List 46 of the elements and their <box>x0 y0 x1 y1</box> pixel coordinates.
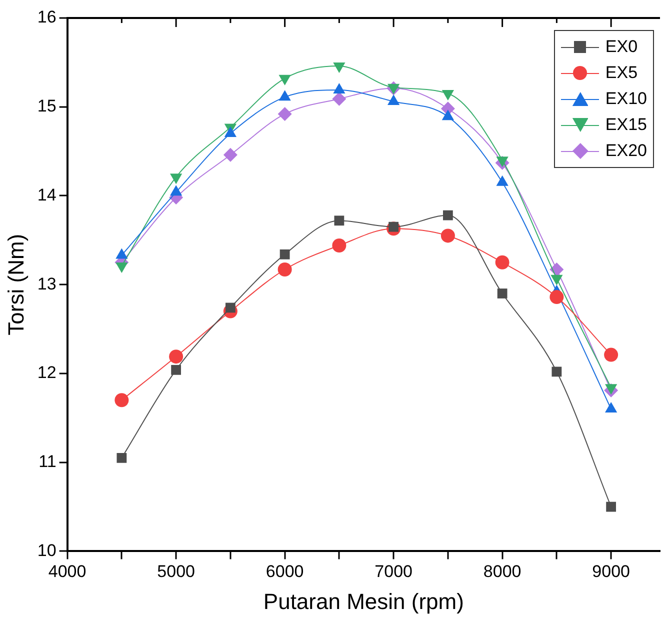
point <box>442 210 453 220</box>
x-tick-label: 7000 <box>374 562 412 582</box>
point <box>332 92 346 106</box>
y-tick-label: 15 <box>37 96 56 116</box>
legend-label: EX5 <box>605 62 638 84</box>
legend-label: EX0 <box>605 36 638 58</box>
y-tick-label: 10 <box>37 540 56 560</box>
point <box>605 402 618 413</box>
point <box>334 216 344 226</box>
point <box>606 502 616 512</box>
point <box>278 74 291 86</box>
legend-label: EX20 <box>605 140 647 162</box>
x-axis-title: Putaran Mesin (rpm) <box>263 588 464 614</box>
point <box>442 90 454 101</box>
point <box>116 262 128 273</box>
legend-label: EX10 <box>605 88 647 110</box>
point <box>388 84 400 94</box>
point <box>114 393 129 408</box>
point <box>333 62 346 73</box>
point <box>278 262 292 276</box>
x-tick-label: 8000 <box>483 562 522 582</box>
x-tick-label: 5000 <box>157 562 195 582</box>
x-tick-label: 9000 <box>592 562 630 582</box>
point <box>497 288 508 298</box>
point <box>495 255 510 270</box>
point <box>496 156 508 168</box>
point <box>332 238 346 252</box>
point <box>116 452 127 463</box>
point <box>223 148 238 162</box>
point <box>278 106 292 121</box>
y-tick-label: 14 <box>37 185 56 204</box>
x-tick-label: 4000 <box>48 562 86 582</box>
point <box>550 290 564 304</box>
point <box>440 228 455 243</box>
y-tick-label: 12 <box>37 363 56 382</box>
y-tick-label: 11 <box>38 452 56 472</box>
y-axis-title: Torsi (Nm) <box>3 234 28 336</box>
point <box>171 364 182 375</box>
point <box>280 249 290 260</box>
x-tick-label: 6000 <box>266 562 304 582</box>
legend-label: EX15 <box>605 114 647 136</box>
point <box>552 366 562 377</box>
y-tick-label: 13 <box>37 274 56 294</box>
point <box>169 350 184 364</box>
point <box>604 348 618 362</box>
y-tick-label: 16 <box>37 8 56 27</box>
